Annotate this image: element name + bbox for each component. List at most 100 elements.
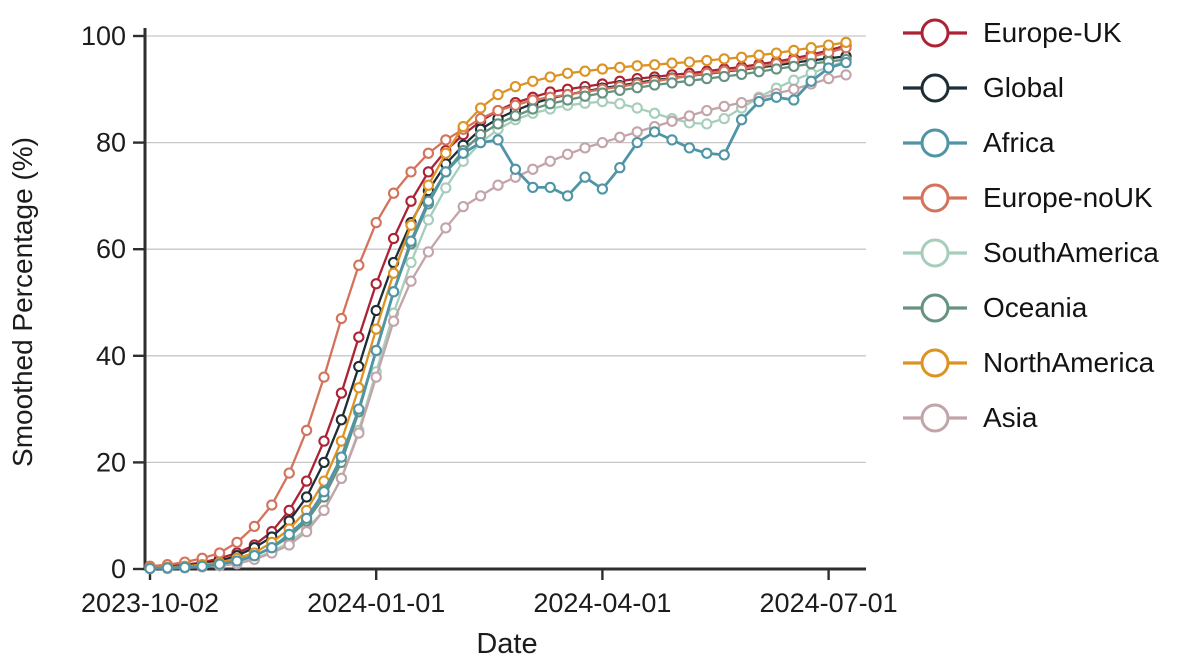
data-point-marker (474, 112, 487, 125)
data-point-marker (248, 550, 261, 562)
data-point-marker (631, 126, 643, 138)
data-point-marker (614, 61, 626, 74)
data-point-marker (492, 118, 504, 130)
x-tick-label: 2024-07-01 (760, 588, 898, 618)
data-point-marker (266, 542, 278, 554)
data-point-marker (353, 360, 365, 373)
data-point-marker (440, 222, 452, 234)
axes: 0 20 40 60 80 100 2023-10-02 2024-01-01 2024-04-… (81, 21, 898, 618)
data-point-marker (353, 331, 365, 343)
data-point-marker (822, 39, 835, 51)
data-point-marker (753, 49, 765, 61)
data-point-marker (648, 107, 661, 119)
data-point-marker (300, 475, 313, 487)
legend-label: Africa (983, 127, 1055, 158)
data-point-marker (335, 451, 348, 463)
data-point-marker (370, 278, 382, 290)
legend-label: SouthAmerica (983, 237, 1159, 268)
data-point-marker (213, 558, 226, 570)
data-point-marker (788, 74, 800, 86)
data-point-marker (683, 110, 696, 122)
data-point-marker (614, 131, 626, 143)
data-point-marker (440, 182, 452, 194)
data-point-marker (457, 147, 469, 159)
data-point-marker (387, 286, 400, 298)
data-point-marker (283, 539, 295, 551)
data-point-marker (440, 147, 452, 159)
data-point-marker (370, 216, 382, 229)
data-point-marker (179, 561, 191, 574)
data-point-marker (805, 42, 817, 54)
data-point-marker (422, 147, 435, 159)
data-point-marker (300, 512, 313, 525)
data-point-marker (840, 56, 852, 69)
data-point-marker (405, 219, 417, 231)
x-axis-label: Date (476, 628, 537, 660)
legend-label: Asia (983, 402, 1038, 433)
data-point-marker (648, 79, 661, 91)
data-point-marker (701, 118, 713, 130)
series-NorthAmerica (144, 36, 852, 574)
x-tick-label: 2024-01-01 (307, 588, 445, 618)
series-Asia (144, 69, 852, 575)
data-point-marker (509, 80, 522, 93)
data-point-marker (544, 71, 556, 83)
y-tick-label-0: 0 (111, 554, 126, 584)
data-point-marker (718, 149, 730, 161)
data-point-marker (492, 104, 504, 117)
data-point-marker (753, 66, 765, 78)
data-point-marker (422, 179, 435, 191)
data-point-marker (805, 75, 817, 87)
data-point-marker (405, 166, 417, 178)
data-point-marker (405, 235, 417, 247)
data-point-marker (370, 323, 382, 335)
y-tick-label-20: 20 (96, 447, 126, 477)
data-point-marker (648, 59, 661, 71)
data-point-marker (527, 163, 539, 175)
data-point-marker (422, 195, 435, 207)
data-point-marker (353, 427, 365, 439)
data-point-marker (405, 195, 417, 207)
data-point-marker (300, 526, 313, 538)
y-tick-label-60: 60 (96, 234, 126, 264)
data-point-marker (213, 547, 226, 559)
data-point-marker (353, 403, 365, 415)
data-point-marker (579, 90, 591, 102)
series-layer (144, 36, 852, 575)
data-point-marker (231, 555, 243, 567)
data-point-marker (701, 54, 713, 67)
data-point-marker (614, 98, 626, 110)
data-point-marker (822, 62, 835, 74)
data-point-marker (335, 472, 348, 485)
data-point-marker (683, 75, 696, 87)
data-point-marker (509, 99, 522, 111)
data-point-marker (492, 179, 504, 191)
data-point-marker (770, 63, 783, 75)
data-point-marker (596, 87, 609, 99)
data-point-marker (318, 504, 330, 517)
series-SouthAmerica (144, 55, 852, 575)
data-point-marker (527, 75, 539, 87)
legend-item-Africa: Africa (902, 126, 1159, 160)
data-point-marker (318, 456, 330, 469)
data-point-marker (788, 44, 800, 57)
data-point-marker (648, 126, 661, 138)
data-point-marker (440, 166, 452, 178)
data-point-marker (248, 520, 261, 533)
data-point-marker (596, 183, 609, 195)
data-point-marker (387, 187, 400, 199)
chart-legend: Europe-UK Global Africa Europe-noUK SouthAme… (902, 16, 1159, 435)
data-point-marker (666, 77, 678, 89)
data-point-marker (718, 112, 730, 125)
legend-label: Europe-UK (983, 17, 1122, 48)
data-point-marker (318, 435, 330, 447)
data-point-marker (283, 504, 295, 517)
data-point-marker (457, 120, 469, 133)
data-point-marker (596, 136, 609, 149)
data-point-marker (561, 190, 574, 202)
data-point-marker (474, 190, 487, 202)
data-point-marker (335, 312, 348, 325)
data-point-marker (561, 148, 574, 160)
